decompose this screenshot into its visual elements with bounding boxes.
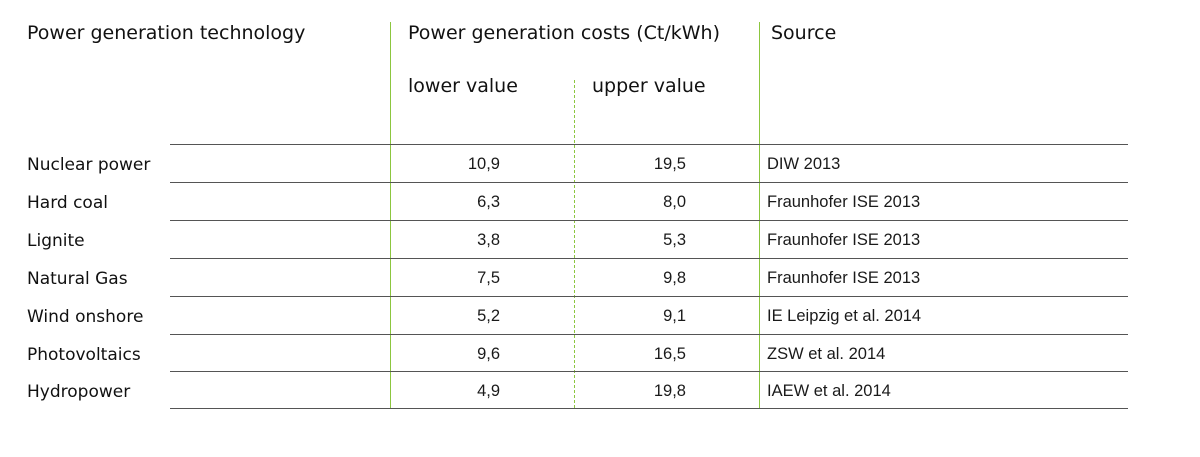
row-lower-value: 4,9 [477, 382, 500, 400]
row-technology: Wind onshore [27, 307, 144, 327]
row-source: ZSW et al. 2014 [767, 345, 886, 363]
row-rule [170, 296, 1128, 297]
row-lower-value: 9,6 [477, 345, 500, 363]
header-upper-value: upper value [592, 75, 706, 97]
row-technology: Hydropower [27, 382, 131, 402]
row-upper-value: 5,3 [663, 231, 686, 249]
row-rule [170, 258, 1128, 259]
row-lower-value: 5,2 [477, 307, 500, 325]
row-technology: Lignite [27, 231, 85, 251]
row-lower-value: 7,5 [477, 269, 500, 287]
row-rule [170, 371, 1128, 372]
header-lower-value: lower value [408, 75, 518, 97]
row-rule [170, 182, 1128, 183]
row-source: Fraunhofer ISE 2013 [767, 269, 921, 287]
row-lower-value: 10,9 [467, 155, 500, 173]
column-divider-lower-upper [574, 80, 575, 408]
header-technology: Power generation technology [27, 22, 306, 44]
row-technology: Photovoltaics [27, 345, 141, 365]
row-source: IE Leipzig et al. 2014 [767, 307, 922, 325]
row-rule [170, 144, 1128, 145]
row-technology: Natural Gas [27, 269, 128, 289]
row-rule [170, 220, 1128, 221]
row-upper-value: 19,8 [653, 382, 686, 400]
row-upper-value: 9,8 [663, 269, 686, 287]
row-source: DIW 2013 [767, 155, 841, 173]
column-divider-costs [390, 22, 391, 408]
row-upper-value: 9,1 [663, 307, 686, 325]
row-upper-value: 8,0 [663, 193, 686, 211]
row-rule [170, 408, 1128, 409]
row-source: Fraunhofer ISE 2013 [767, 231, 921, 249]
row-upper-value: 16,5 [653, 345, 686, 363]
row-upper-value: 19,5 [653, 155, 686, 173]
row-technology: Nuclear power [27, 155, 151, 175]
row-lower-value: 6,3 [477, 193, 500, 211]
row-lower-value: 3,8 [477, 231, 500, 249]
header-source: Source [771, 22, 837, 44]
column-divider-source [759, 22, 760, 408]
header-costs: Power generation costs (Ct/kWh) [408, 22, 720, 44]
row-rule [170, 334, 1128, 335]
row-source: IAEW et al. 2014 [767, 382, 891, 400]
row-source: Fraunhofer ISE 2013 [767, 193, 921, 211]
row-technology: Hard coal [27, 193, 108, 213]
